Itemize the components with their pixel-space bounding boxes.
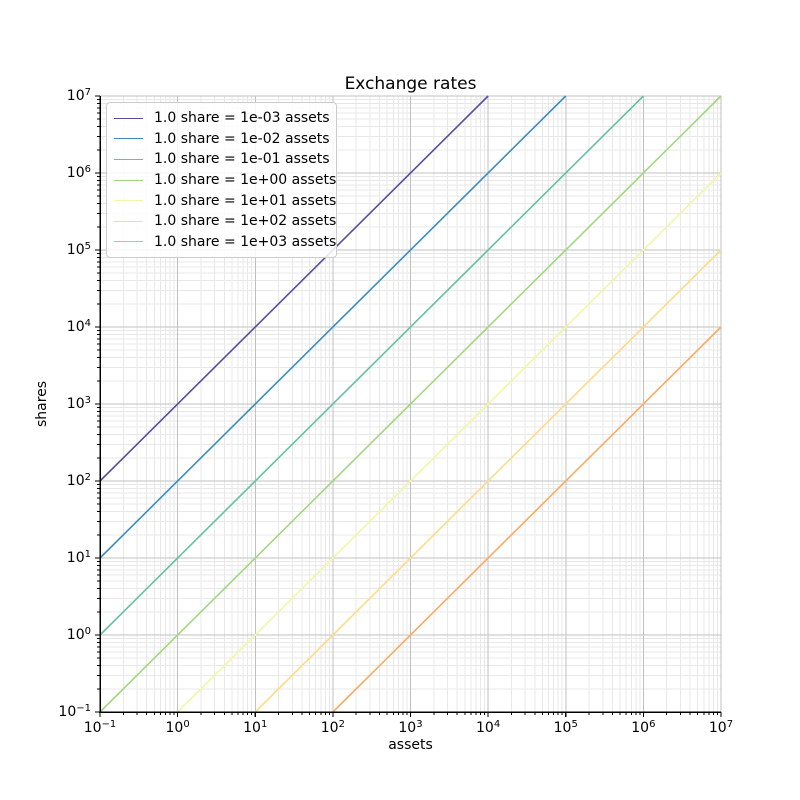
legend-item: 1.0 share = 1e+02 assets <box>114 211 336 232</box>
y-tick-label: 104 <box>66 318 91 335</box>
series-line <box>254 249 722 713</box>
legend-line-swatch <box>114 117 143 119</box>
y-tick-label: 10−1 <box>58 703 91 720</box>
legend-item: 1.0 share = 1e-03 assets <box>114 108 330 129</box>
legend-item: 1.0 share = 1e-01 assets <box>114 149 330 170</box>
series-line <box>177 172 722 713</box>
legend-item: 1.0 share = 1e-02 assets <box>114 129 330 150</box>
y-tick-label: 103 <box>66 395 91 412</box>
legend-item: 1.0 share = 1e+00 assets <box>114 170 336 191</box>
y-tick-label: 106 <box>66 164 91 181</box>
legend-item: 1.0 share = 1e+03 assets <box>114 232 336 253</box>
legend-label: 1.0 share = 1e-03 assets <box>154 110 330 127</box>
y-tick-label: 107 <box>66 87 91 104</box>
legend-label: 1.0 share = 1e+03 assets <box>154 233 337 250</box>
series-line <box>99 95 489 482</box>
legend-label: 1.0 share = 1e-02 assets <box>154 130 330 147</box>
legend: 1.0 share = 1e-03 assets 1.0 share = 1e-0… <box>106 102 337 259</box>
legend-item: 1.0 share = 1e+01 assets <box>114 190 336 211</box>
x-tick-label: 101 <box>243 719 268 736</box>
series-line <box>99 95 722 713</box>
series-line <box>99 95 567 559</box>
y-tick-label: 102 <box>66 472 91 489</box>
x-tick-label: 106 <box>631 719 656 736</box>
x-tick-label: 107 <box>708 719 734 736</box>
x-tick-label: 105 <box>553 719 578 736</box>
y-tick-label: 100 <box>66 626 91 643</box>
x-tick-label: 103 <box>398 719 423 736</box>
x-tick-label: 100 <box>165 719 190 736</box>
series-line <box>99 95 644 636</box>
legend-label: 1.0 share = 1e+00 assets <box>154 172 337 189</box>
series-line <box>332 326 722 713</box>
x-tick-label: 102 <box>320 719 345 736</box>
legend-line-swatch <box>114 200 143 202</box>
x-axis-label: assets <box>388 737 433 753</box>
x-tick-label: 10−1 <box>83 719 117 736</box>
legend-label: 1.0 share = 1e+01 assets <box>154 192 337 209</box>
y-tick-label: 105 <box>66 241 91 258</box>
legend-line-swatch <box>114 158 143 160</box>
legend-label: 1.0 share = 1e+02 assets <box>154 213 337 230</box>
y-axis-label: shares <box>34 380 50 428</box>
y-tick-label: 101 <box>66 549 91 566</box>
legend-line-swatch <box>114 241 143 243</box>
chart-title: Exchange rates <box>344 74 477 94</box>
legend-line-swatch <box>114 220 143 222</box>
legend-line-swatch <box>114 179 143 181</box>
legend-label: 1.0 share = 1e-01 assets <box>154 151 330 168</box>
x-tick-label: 104 <box>476 719 501 736</box>
legend-line-swatch <box>114 138 143 140</box>
